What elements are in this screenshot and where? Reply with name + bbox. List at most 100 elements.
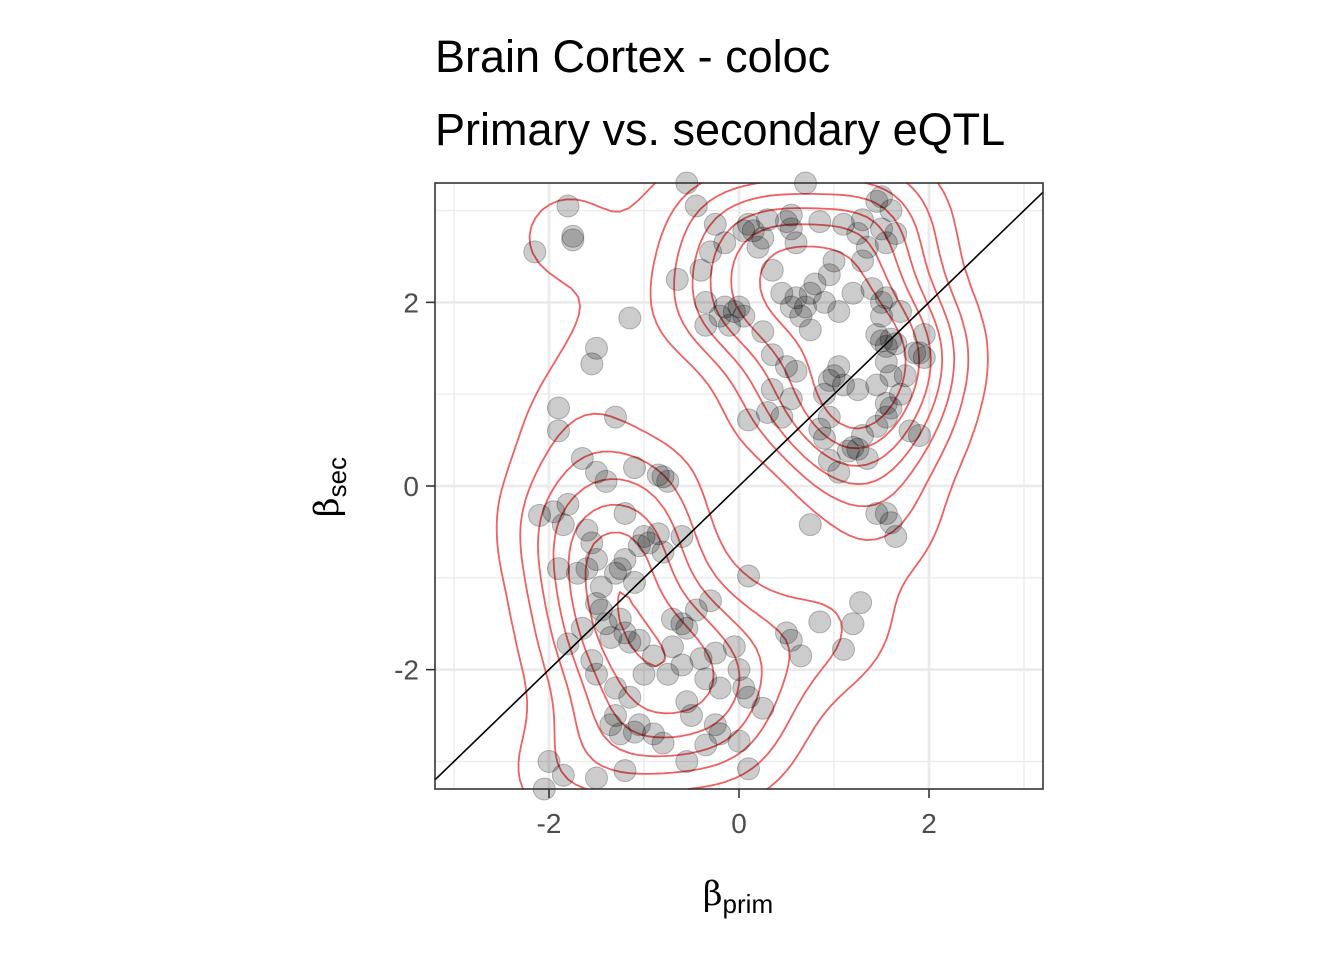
data-point [751,320,775,344]
data-point [618,630,642,654]
data-point [618,306,642,330]
data-point [608,607,632,631]
data-point [784,359,808,383]
data-point [713,231,737,255]
data-point [884,332,908,356]
data-point [851,208,874,232]
x-axis: -2 0 2 [537,789,937,839]
data-point [613,621,637,645]
data-point [817,263,841,287]
data-point [689,258,713,282]
x-tick-label: -2 [537,808,562,839]
data-point [580,531,604,555]
data-point [879,511,903,535]
data-point [604,561,627,585]
data-point [770,281,794,305]
data-point [855,235,879,259]
data-point [879,364,903,388]
data-point [646,463,670,487]
y-axis-label-symbol: β [307,497,347,517]
chart-title-line-1: Brain Cortex - coloc [435,31,830,82]
data-point [585,548,608,571]
data-point [589,598,613,622]
data-point [594,469,618,493]
data-point [879,199,903,222]
data-point [623,720,646,744]
data-point [547,396,570,420]
data-point [718,313,741,337]
data-point [599,626,623,649]
data-point [556,492,580,516]
data-point [575,557,599,581]
data-point [870,217,893,241]
data-point [732,219,756,243]
data-point [874,405,898,429]
chart-title-line-2: Primary vs. secondary eQTL [435,104,1005,155]
data-point [713,295,737,319]
data-point [694,313,718,337]
data-point [651,731,675,755]
data-point [808,417,832,441]
data-point [813,426,836,450]
data-point [651,540,675,564]
data-point [760,378,784,402]
data-point [727,295,751,319]
data-point [846,437,870,461]
density-contour-line [584,223,920,715]
data-point [865,373,889,397]
data-point [903,341,927,365]
data-point [841,435,865,459]
data-point [656,469,680,493]
data-point [775,210,798,234]
data-point [665,267,689,291]
data-point [737,685,760,709]
data-point [879,396,903,420]
data-point [699,589,722,613]
data-point [570,616,594,640]
data-point [651,465,675,489]
y-tick-label: 0 [403,471,419,502]
data-point [699,240,722,264]
data-point [656,662,680,686]
data-point [874,502,898,525]
density-contour-line [616,245,907,668]
x-axis-label-symbol: β [703,874,723,914]
data-point [684,194,708,218]
data-point [604,676,627,700]
data-point [623,456,646,480]
data-point [832,637,855,661]
data-point [632,662,656,686]
y-axis: -2 0 2 [394,287,435,686]
data-point [841,612,865,636]
data-point [623,570,646,594]
data-point [808,610,832,634]
density-contour-line [537,182,956,775]
data-point [642,722,665,746]
data-point [798,318,822,342]
data-point [599,713,623,737]
data-point [741,219,765,243]
data-point [865,189,889,213]
y-tick-label: -2 [394,655,419,686]
data-point [855,447,879,470]
data-point [661,607,684,631]
data-point [851,424,874,447]
data-point [770,405,794,429]
data-point [874,391,898,415]
data-point [817,368,841,392]
data-point [737,408,760,432]
data-point [889,382,912,406]
data-point [613,502,637,525]
data-point [684,598,708,622]
data-point [813,382,836,406]
data-point [865,414,889,438]
data-point [661,635,684,659]
data-point [608,557,632,581]
data-point [779,628,803,652]
density-contour-line [567,207,932,739]
data-point [784,286,808,310]
data-point [727,729,751,753]
data-point [898,419,922,443]
scatter-points [523,171,936,801]
